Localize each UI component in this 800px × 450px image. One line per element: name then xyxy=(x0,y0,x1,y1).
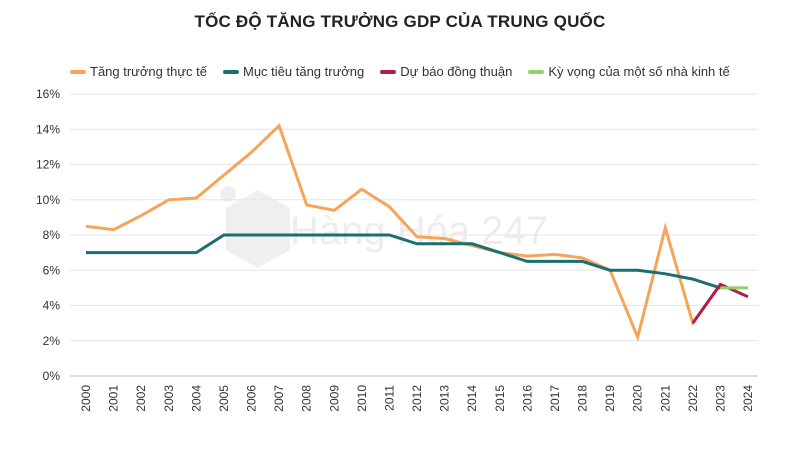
x-tick-label: 2004 xyxy=(189,385,203,412)
y-tick-label: 4% xyxy=(43,299,61,313)
legend-label: Tăng trưởng thực tế xyxy=(90,64,207,79)
watermark: Hàng Hóa 247 xyxy=(220,186,548,268)
series-line xyxy=(86,233,721,290)
watermark-logo xyxy=(226,190,290,268)
x-tick-label: 2020 xyxy=(631,385,645,412)
x-tick-label: 2013 xyxy=(438,385,452,412)
y-tick-label: 12% xyxy=(36,158,60,172)
legend-swatch xyxy=(380,69,397,74)
x-tick-label: 2003 xyxy=(162,385,176,412)
x-tick-label: 2022 xyxy=(686,385,700,412)
x-tick-label: 2016 xyxy=(520,385,534,412)
x-tick-label: 2001 xyxy=(107,385,121,412)
y-tick-label: 14% xyxy=(36,122,60,136)
x-tick-label: 2009 xyxy=(327,385,341,412)
x-tick-label: 2011 xyxy=(382,385,396,411)
series-line xyxy=(85,122,722,342)
x-tick-label: 2010 xyxy=(355,385,369,412)
watermark-dot xyxy=(220,186,236,202)
x-tick-label: 2024 xyxy=(741,385,755,412)
x-tick-label: 2021 xyxy=(658,385,672,412)
legend-item: Mục tiêu tăng trưởng xyxy=(222,64,365,79)
legend-swatch xyxy=(70,69,86,74)
y-tick-label: 16% xyxy=(36,87,60,101)
x-tick-label: 2023 xyxy=(713,385,727,412)
y-tick-label: 0% xyxy=(43,369,61,383)
series-line xyxy=(691,282,749,324)
legend-label: Kỳ vọng của một số nhà kinh tế xyxy=(548,64,730,79)
legend-item: Tăng trưởng thực tế xyxy=(70,64,207,79)
x-tick-label: 2017 xyxy=(548,385,562,412)
y-axis: 0% 2% 4% 6% 8% 10% 12% 14% 16% xyxy=(36,87,758,383)
y-tick-label: 2% xyxy=(43,334,61,348)
watermark-text: Hàng Hóa 247 xyxy=(290,209,548,253)
x-tick-label: 2005 xyxy=(217,385,231,412)
chart-title: TỐC ĐỘ TĂNG TRƯỞNG GDP CỦA TRUNG QUỐC xyxy=(194,12,606,31)
y-tick-label: 10% xyxy=(36,193,60,207)
x-tick-label: 2019 xyxy=(603,385,617,412)
x-tick-label: 2018 xyxy=(576,385,590,412)
x-tick-label: 2012 xyxy=(410,385,424,412)
y-tick-label: 8% xyxy=(43,228,61,242)
legend-swatch xyxy=(222,69,239,74)
x-tick-label: 2014 xyxy=(465,385,479,412)
x-tick-label: 2006 xyxy=(245,385,259,412)
legend: Tăng trưởng thực tế Mục tiêu tăng trưởng D… xyxy=(70,64,730,79)
x-tick-label: 2008 xyxy=(300,385,314,412)
x-tick-label: 2002 xyxy=(134,385,148,412)
x-tick-label: 2000 xyxy=(79,385,93,412)
x-axis: 2000 2001 2002 2003 2004 2005 2006 2007 2008 2009… xyxy=(79,385,755,412)
x-tick-label: 2015 xyxy=(493,385,507,412)
legend-swatch xyxy=(528,69,545,74)
x-tick-label: 2007 xyxy=(272,385,286,412)
y-tick-label: 6% xyxy=(43,263,61,277)
legend-label: Dự báo đồng thuận xyxy=(400,64,513,79)
legend-item: Dự báo đồng thuận xyxy=(380,64,512,79)
legend-label: Mục tiêu tăng trưởng xyxy=(242,64,365,79)
legend-item: Kỳ vọng của một số nhà kinh tế xyxy=(528,64,730,79)
